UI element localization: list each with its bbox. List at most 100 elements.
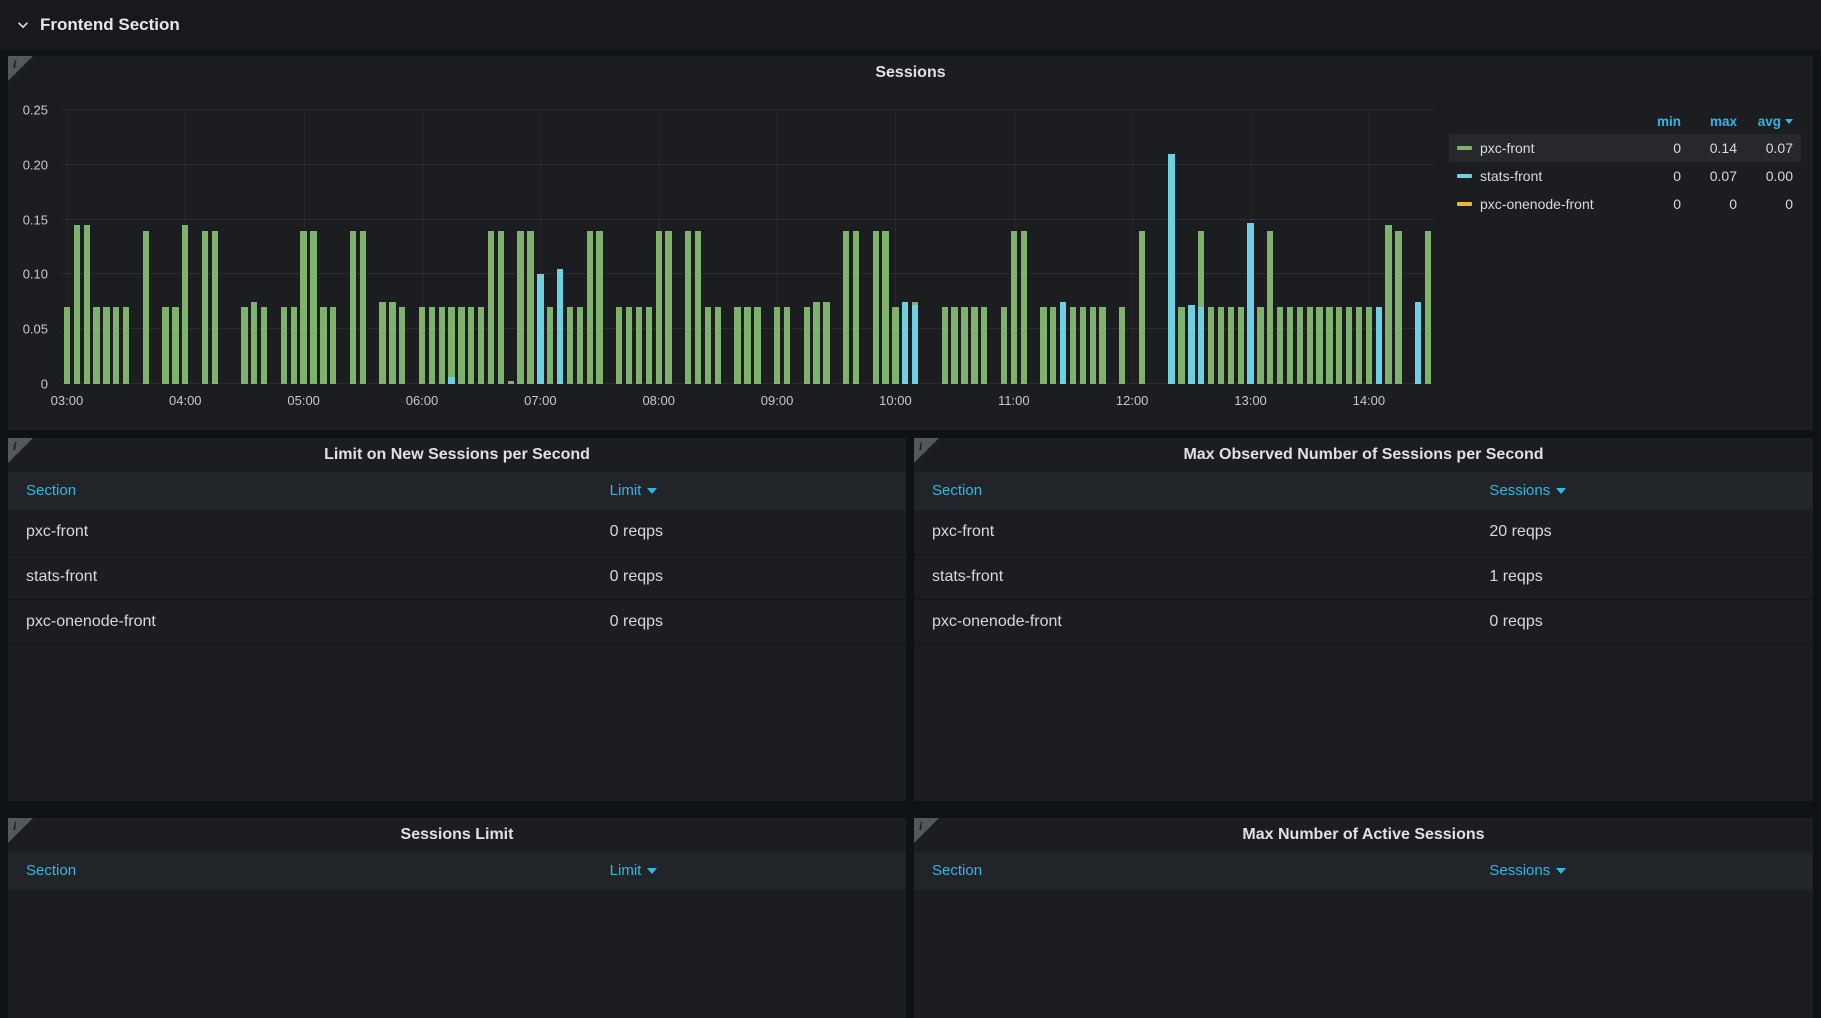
caret-down-icon bbox=[647, 488, 658, 495]
cell-section: pxc-front bbox=[26, 523, 89, 540]
panel-title-sessions-limit[interactable]: Sessions Limit bbox=[400, 826, 514, 843]
chart-bar bbox=[665, 230, 672, 384]
x-tick-label: 12:00 bbox=[1115, 393, 1149, 408]
info-icon-glyph: i bbox=[13, 439, 17, 453]
column-header-sessions[interactable]: Sessions bbox=[1489, 852, 1567, 890]
gridline-horizontal bbox=[62, 163, 1433, 165]
column-header-limit[interactable]: Limit bbox=[610, 472, 658, 510]
chart-bar bbox=[912, 305, 919, 384]
legend-column-avg[interactable]: avg bbox=[1737, 114, 1793, 129]
chart-bar bbox=[1040, 307, 1047, 384]
caret-down-icon bbox=[1556, 868, 1567, 875]
chart-bar bbox=[566, 307, 574, 384]
chart-bar bbox=[418, 307, 426, 384]
chart-bar bbox=[1336, 307, 1343, 384]
chart-bar bbox=[981, 307, 988, 384]
y-tick-label: 0 bbox=[40, 376, 48, 392]
chart-bar bbox=[1227, 307, 1234, 384]
chart-bar bbox=[547, 307, 554, 384]
table-row: pxc-onenode-front 0 reqps bbox=[8, 600, 906, 645]
chart-bar bbox=[951, 307, 958, 384]
cell-value: 0 reqps bbox=[609, 523, 664, 540]
x-tick-label: 09:00 bbox=[760, 393, 794, 408]
column-header-section[interactable]: Section bbox=[26, 482, 77, 499]
chart-bar bbox=[122, 307, 130, 384]
chart-bar bbox=[556, 268, 564, 384]
chart-bar bbox=[1000, 307, 1008, 384]
table-body: pxc-front 0 reqps stats-front 0 reqps pxc-on… bbox=[8, 510, 906, 645]
chart-bar bbox=[1247, 222, 1254, 384]
chart-bar bbox=[1424, 230, 1432, 384]
sessions-legend: min max avg pxc-front 0 0.14 0.07 stats-front 0 0… bbox=[1449, 108, 1801, 218]
legend-series-label: pxc-onenode-front bbox=[1480, 196, 1594, 212]
legend-column-max[interactable]: max bbox=[1709, 113, 1737, 129]
chart-bar bbox=[507, 380, 514, 384]
chart-bar bbox=[576, 307, 583, 384]
series-color-swatch bbox=[1457, 174, 1472, 178]
chart-bar bbox=[537, 274, 544, 384]
chart-bar bbox=[487, 230, 495, 384]
chart-bar bbox=[349, 230, 357, 384]
chart-bar bbox=[1415, 301, 1422, 384]
panel-title-max-active-sessions[interactable]: Max Number of Active Sessions bbox=[1242, 826, 1485, 843]
chart-bar bbox=[162, 307, 169, 384]
chart-bar bbox=[754, 307, 761, 384]
x-tick-label: 06:00 bbox=[405, 393, 439, 408]
legend-series-pxc-front[interactable]: pxc-front bbox=[1457, 140, 1625, 156]
chart-bar bbox=[103, 307, 110, 384]
panel-title-limit-new-sessions[interactable]: Limit on New Sessions per Second bbox=[324, 446, 590, 463]
legend-series-pxc-onenode-front[interactable]: pxc-onenode-front bbox=[1457, 196, 1625, 212]
panel-title-sessions[interactable]: Sessions bbox=[875, 64, 946, 81]
y-axis: 0 0.05 0.10 0.15 0.20 0.25 bbox=[8, 103, 56, 392]
series-color-swatch bbox=[1457, 146, 1472, 150]
chart-bar bbox=[1178, 307, 1185, 384]
legend-value-avg: 0.00 bbox=[1765, 168, 1793, 184]
column-header-sessions[interactable]: Sessions bbox=[1489, 472, 1567, 510]
gridline-horizontal bbox=[62, 109, 1433, 110]
column-header-section[interactable]: Section bbox=[932, 862, 983, 879]
cell-value: 0 reqps bbox=[609, 568, 664, 585]
chart-bar bbox=[704, 307, 712, 384]
cell-section: stats-front bbox=[932, 568, 1004, 585]
chart-bar bbox=[625, 307, 633, 384]
chart-bar bbox=[359, 230, 366, 384]
legend-series-label: stats-front bbox=[1480, 168, 1543, 184]
chart-bar bbox=[971, 307, 978, 384]
panel-title-max-observed-sessions[interactable]: Max Observed Number of Sessions per Seco… bbox=[1183, 446, 1544, 463]
chart-bar bbox=[468, 307, 475, 384]
chart-bar bbox=[497, 230, 505, 384]
chart-bar bbox=[379, 301, 386, 384]
x-tick-label: 11:00 bbox=[998, 393, 1030, 408]
chart-bar bbox=[280, 307, 288, 384]
chart-bar bbox=[527, 230, 534, 384]
x-tick-label: 14:00 bbox=[1352, 393, 1386, 408]
column-header-section[interactable]: Section bbox=[932, 482, 983, 499]
column-header-limit[interactable]: Limit bbox=[610, 852, 658, 890]
cell-section: pxc-onenode-front bbox=[932, 613, 1062, 630]
chart-bar bbox=[211, 230, 219, 384]
section-header[interactable]: Frontend Section bbox=[0, 0, 1821, 50]
chart-bar bbox=[655, 230, 662, 384]
chart-bar bbox=[438, 307, 445, 384]
chart-bar bbox=[1296, 307, 1303, 384]
chart-bar bbox=[1079, 307, 1086, 384]
y-tick-label: 0.10 bbox=[22, 266, 48, 282]
chart-bar bbox=[63, 307, 71, 384]
chart-bar bbox=[941, 307, 948, 384]
y-tick-label: 0.25 bbox=[22, 102, 48, 118]
chart-bar bbox=[1010, 230, 1017, 384]
table-header: Section Limit bbox=[8, 852, 906, 890]
legend-series-stats-front[interactable]: stats-front bbox=[1457, 168, 1625, 184]
chart-bar bbox=[685, 230, 692, 384]
chart-bar bbox=[1286, 307, 1294, 384]
chart-bar bbox=[1276, 307, 1284, 384]
legend-value-avg: 0 bbox=[1785, 196, 1793, 212]
chart-bar bbox=[73, 225, 80, 384]
chart-bar bbox=[1099, 307, 1106, 384]
cell-value: 1 reqps bbox=[1489, 568, 1543, 585]
cell-value: 0 reqps bbox=[609, 613, 664, 630]
column-header-section[interactable]: Section bbox=[26, 862, 77, 879]
chevron-down-icon bbox=[18, 22, 28, 29]
column-header-label: Sessions bbox=[1489, 482, 1551, 499]
legend-column-min[interactable]: min bbox=[1656, 113, 1681, 129]
